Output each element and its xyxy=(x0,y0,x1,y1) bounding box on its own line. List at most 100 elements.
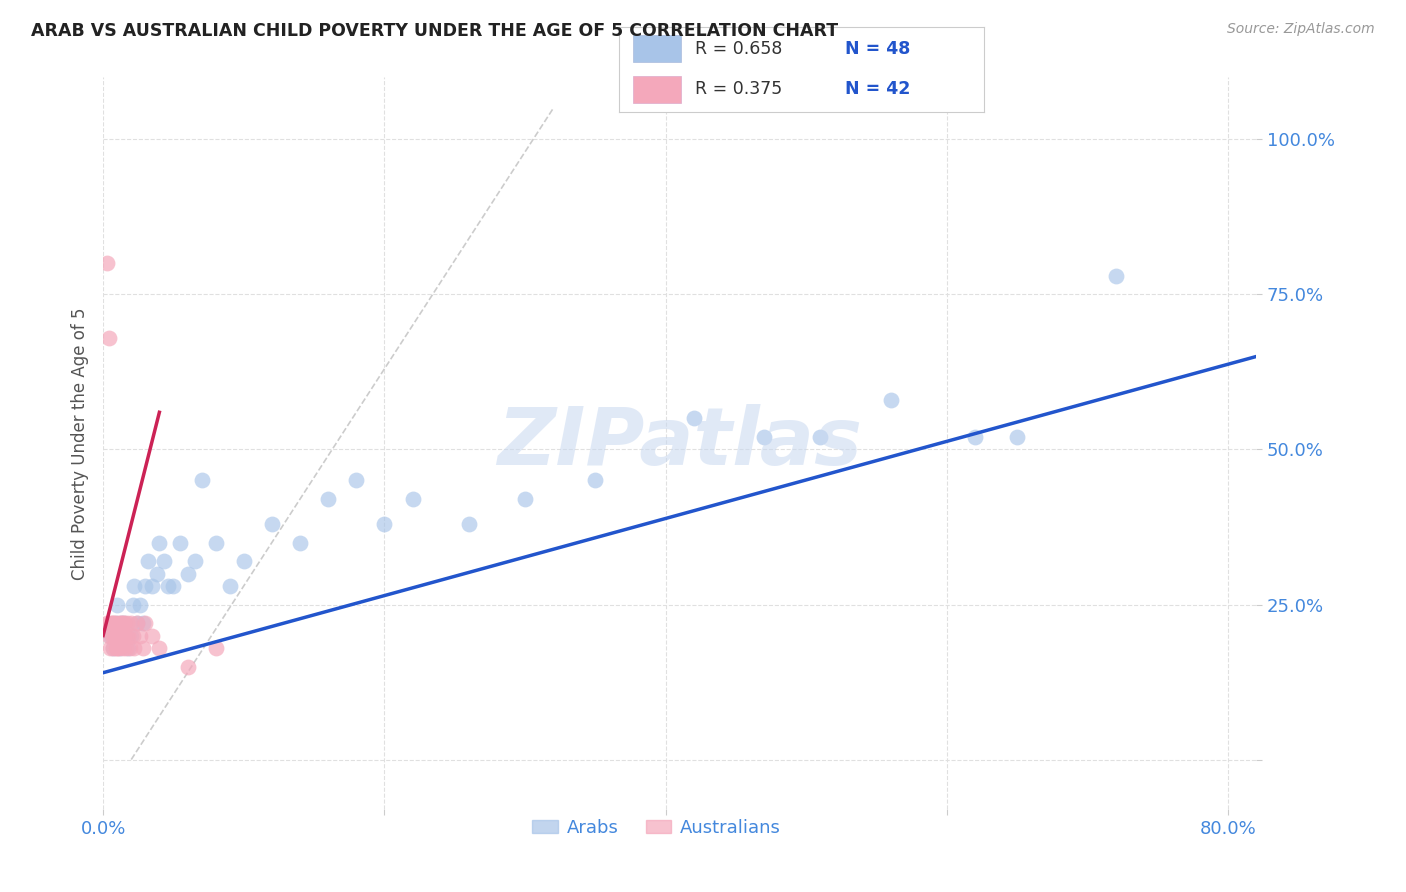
Text: N = 48: N = 48 xyxy=(845,40,911,58)
Point xyxy=(260,516,283,531)
Text: N = 42: N = 42 xyxy=(845,80,911,98)
Point xyxy=(145,566,167,581)
Text: Source: ZipAtlas.com: Source: ZipAtlas.com xyxy=(1227,22,1375,37)
Point xyxy=(114,628,136,642)
Point xyxy=(513,492,536,507)
Point xyxy=(156,579,179,593)
Point xyxy=(115,616,138,631)
Point xyxy=(134,579,156,593)
Point xyxy=(120,628,142,642)
Point xyxy=(134,616,156,631)
Point xyxy=(344,474,367,488)
Point xyxy=(401,492,423,507)
Point xyxy=(682,411,704,425)
Point xyxy=(128,598,150,612)
Text: R = 0.658: R = 0.658 xyxy=(696,40,783,58)
Point xyxy=(1105,268,1128,283)
Point xyxy=(136,554,159,568)
Point xyxy=(316,492,339,507)
Point xyxy=(96,256,118,270)
Text: ZIPatlas: ZIPatlas xyxy=(498,404,862,483)
Point xyxy=(103,616,125,631)
Point xyxy=(125,616,148,631)
Point xyxy=(114,628,136,642)
Point xyxy=(204,640,226,655)
Point xyxy=(101,640,124,655)
Point xyxy=(457,516,479,531)
Point xyxy=(108,616,131,631)
Point xyxy=(808,430,831,444)
Y-axis label: Child Poverty Under the Age of 5: Child Poverty Under the Age of 5 xyxy=(72,307,89,580)
Point xyxy=(965,430,987,444)
Point xyxy=(110,616,132,631)
Point xyxy=(97,628,120,642)
Point xyxy=(128,628,150,642)
Point xyxy=(218,579,240,593)
Point xyxy=(101,640,124,655)
Point xyxy=(111,616,134,631)
Point xyxy=(176,566,198,581)
Point xyxy=(125,616,148,631)
Point xyxy=(583,474,606,488)
Point xyxy=(131,616,153,631)
Point xyxy=(879,392,901,407)
Point xyxy=(111,628,134,642)
Point xyxy=(101,616,124,631)
Point xyxy=(190,474,212,488)
Point xyxy=(183,554,205,568)
Text: ARAB VS AUSTRALIAN CHILD POVERTY UNDER THE AGE OF 5 CORRELATION CHART: ARAB VS AUSTRALIAN CHILD POVERTY UNDER T… xyxy=(31,22,838,40)
Point xyxy=(176,659,198,673)
Point xyxy=(232,554,254,568)
Point xyxy=(117,628,139,642)
Point xyxy=(103,628,125,642)
Point xyxy=(111,640,134,655)
Point xyxy=(120,616,142,631)
Point xyxy=(141,628,163,642)
Point xyxy=(104,640,127,655)
Text: R = 0.375: R = 0.375 xyxy=(696,80,783,98)
Point xyxy=(112,628,135,642)
Point xyxy=(110,616,132,631)
Legend: Arabs, Australians: Arabs, Australians xyxy=(526,812,789,844)
Point xyxy=(98,616,121,631)
Point xyxy=(204,535,226,549)
Point xyxy=(105,640,128,655)
Point xyxy=(121,598,143,612)
Point xyxy=(105,598,128,612)
Bar xyxy=(633,36,681,62)
Point xyxy=(98,640,121,655)
Point xyxy=(152,554,174,568)
Point xyxy=(141,579,163,593)
Point xyxy=(1007,430,1029,444)
Point xyxy=(131,640,153,655)
Point xyxy=(373,516,395,531)
Point xyxy=(114,640,136,655)
Point xyxy=(108,628,131,642)
Point xyxy=(96,616,118,631)
Point xyxy=(752,430,775,444)
Point xyxy=(148,535,170,549)
Point xyxy=(121,628,143,642)
Point xyxy=(108,640,131,655)
Point xyxy=(107,628,129,642)
Bar xyxy=(633,76,681,103)
Point xyxy=(162,579,184,593)
Point xyxy=(107,628,129,642)
Point xyxy=(148,640,170,655)
Point xyxy=(97,331,120,345)
Point xyxy=(122,579,145,593)
Point xyxy=(105,616,128,631)
Point xyxy=(104,616,127,631)
Point xyxy=(104,628,127,642)
Point xyxy=(118,640,141,655)
Point xyxy=(100,628,122,642)
Point xyxy=(122,640,145,655)
Point xyxy=(107,640,129,655)
Point xyxy=(98,628,121,642)
Point xyxy=(288,535,311,549)
Point xyxy=(169,535,191,549)
Point xyxy=(100,616,122,631)
Point xyxy=(110,628,132,642)
Point xyxy=(112,616,135,631)
Point xyxy=(117,640,139,655)
